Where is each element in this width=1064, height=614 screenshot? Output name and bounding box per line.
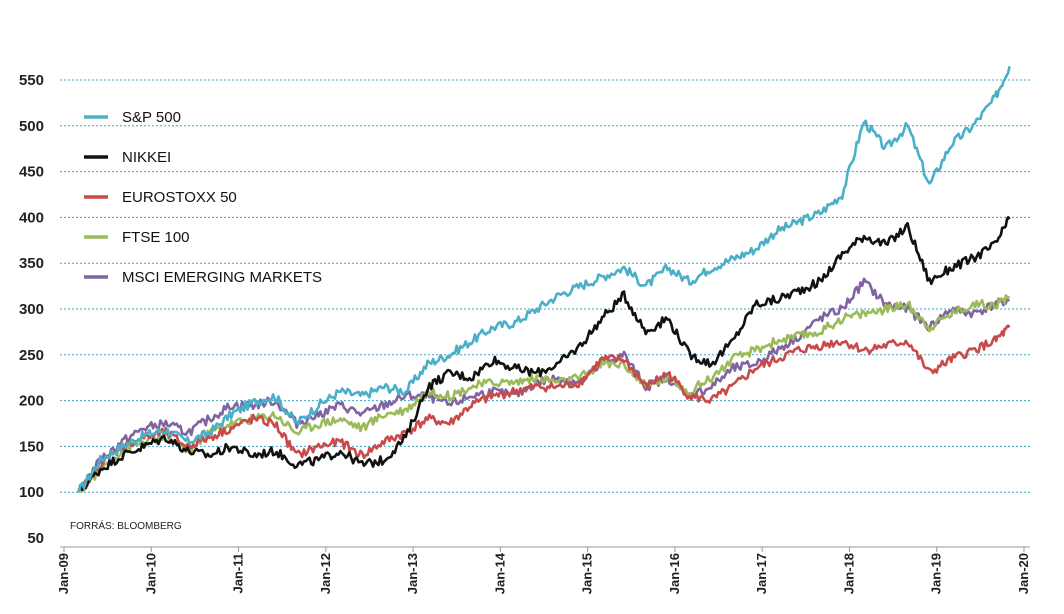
y-tick-label: 550 (19, 72, 44, 89)
x-tick-label: Jan-14 (492, 552, 507, 594)
gridlines (60, 79, 1030, 493)
x-tick-label: Jan-11 (231, 553, 246, 593)
series-line (77, 277, 1010, 493)
y-tick-label: 350 (19, 255, 44, 272)
x-tick-label: Jan-15 (580, 553, 595, 594)
legend-label: MSCI EMERGING MARKETS (122, 269, 322, 286)
series-line (77, 324, 1011, 493)
y-tick-label: 450 (19, 164, 44, 181)
legend: S&P 500 NIKKEI EUROSTOXX 50 FTSE 100 MSCI EM… (84, 109, 322, 286)
series-line (77, 294, 1011, 493)
legend-label: EUROSTOXX 50 (122, 189, 237, 206)
x-tick-label: Jan-17 (754, 553, 769, 594)
x-tick-label: Jan-16 (667, 553, 682, 594)
x-tick-label: Jan-10 (143, 553, 158, 594)
y-tick-label: 200 (19, 393, 44, 410)
x-tick-label: Jan-19 (929, 553, 944, 594)
y-tick-label: 50 (27, 530, 44, 547)
y-axis-ticks: 50 100 150 200 250 300 350 400 450 500 550 (19, 72, 44, 547)
legend-label: NIKKEI (122, 149, 171, 166)
y-tick-label: 300 (19, 301, 44, 318)
x-axis-ticks: Jan-09 Jan-10 Jan-11 Jan-12 Jan-13 Jan-14 Jan-… (56, 546, 1031, 594)
x-tick-label: Jan-09 (56, 553, 71, 594)
x-tick-label: Jan-13 (405, 553, 420, 594)
y-tick-label: 400 (19, 209, 44, 226)
y-tick-label: 500 (19, 118, 44, 135)
series-line (77, 216, 1011, 493)
x-tick-label: Jan-12 (318, 553, 333, 594)
series-line (77, 66, 1011, 493)
x-tick-label: Jan-20 (1016, 553, 1031, 594)
y-tick-label: 150 (19, 438, 44, 455)
x-tick-label: Jan-18 (841, 553, 856, 594)
source-note: FORRÁS: BLOOMBERG (70, 519, 182, 532)
y-tick-label: 250 (19, 347, 44, 364)
legend-label: S&P 500 (122, 109, 181, 126)
series-lines (77, 66, 1011, 493)
legend-label: FTSE 100 (122, 229, 190, 246)
y-tick-label: 100 (19, 484, 44, 501)
